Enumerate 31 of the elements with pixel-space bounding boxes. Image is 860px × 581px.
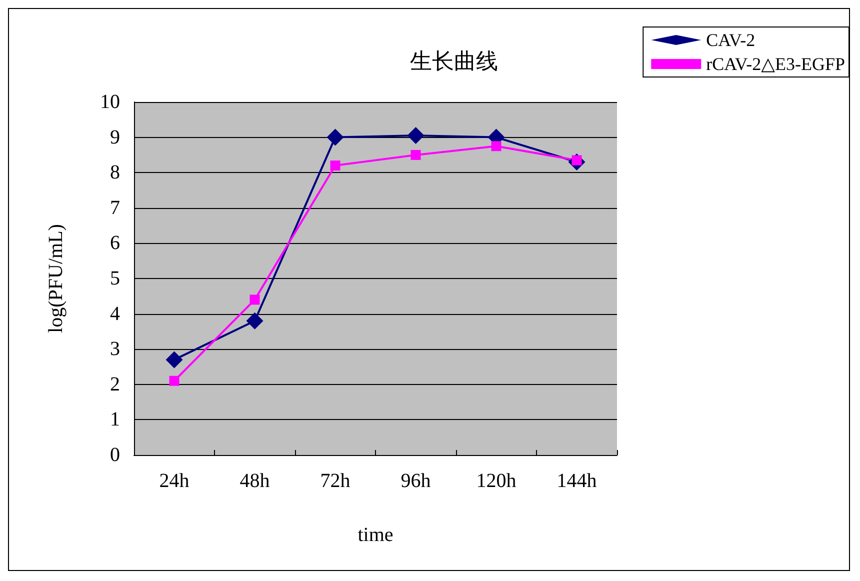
y-tick-label: 4: [110, 302, 120, 325]
x-tick-label: 24h: [159, 470, 190, 492]
y-axis-title: log(PFU/mL): [45, 224, 67, 333]
x-tick-label: 144h: [556, 470, 597, 492]
y-tick-label: 5: [110, 268, 120, 290]
y-tick-label: 8: [110, 162, 120, 184]
y-tick-label: 6: [110, 232, 120, 254]
legend-label: rCAV-2△E3-EGFP: [706, 54, 846, 74]
point: [250, 294, 260, 305]
point: [169, 376, 180, 386]
x-tick-label: 72h: [320, 470, 350, 492]
y-tick-label: 3: [110, 338, 120, 360]
point: [246, 312, 264, 330]
x-axis-title: time: [358, 524, 394, 546]
legend-label: CAV-2: [706, 30, 756, 50]
point: [326, 128, 344, 146]
point: [166, 351, 183, 368]
y-tick-label: 2: [110, 373, 120, 396]
point: [407, 127, 424, 144]
y-tick-label: 10: [100, 91, 120, 113]
chart-title: 生长曲线: [410, 48, 498, 74]
y-tick-label: 1: [110, 408, 120, 431]
point: [410, 150, 421, 160]
x-tick-label: 48h: [240, 470, 270, 492]
x-tick-label: 96h: [400, 470, 431, 492]
y-tick-label: 9: [110, 126, 120, 148]
y-tick-label: 0: [110, 444, 120, 466]
x-tick-label: 120h: [476, 470, 516, 492]
point: [330, 160, 340, 171]
y-tick-label: 7: [110, 196, 120, 219]
point: [491, 141, 502, 152]
